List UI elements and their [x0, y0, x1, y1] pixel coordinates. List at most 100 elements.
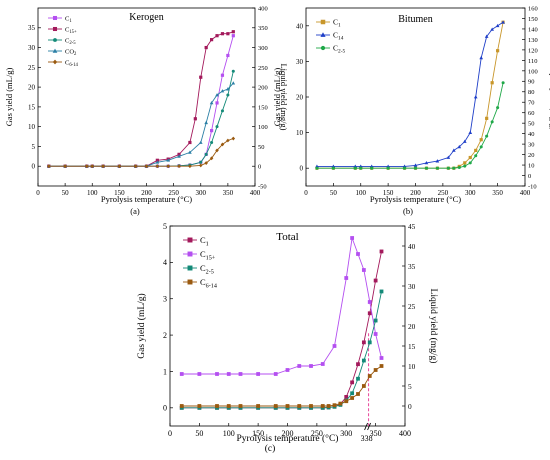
data-point — [379, 249, 384, 254]
data-point — [197, 372, 202, 376]
legend-label: C1 — [200, 235, 209, 247]
series-C2-5 — [179, 289, 384, 410]
data-point — [356, 362, 360, 367]
data-point — [496, 106, 500, 110]
y2-tick-label: 90 — [528, 79, 534, 86]
legend-marker — [320, 45, 326, 51]
y2-tick-label: 35 — [408, 262, 416, 271]
y2-tick-label: 140 — [528, 26, 538, 33]
data-point — [468, 155, 472, 160]
data-point — [63, 164, 67, 169]
data-point — [320, 362, 325, 366]
y2-tick-label: 130 — [528, 37, 538, 44]
data-point — [358, 164, 363, 168]
data-point — [490, 27, 494, 31]
y2-tick-label: 100 — [258, 124, 268, 131]
y2-tick-label: 300 — [258, 45, 268, 52]
legend-marker — [52, 15, 58, 21]
data-point — [215, 34, 219, 38]
y2-tick-label: 60 — [528, 110, 534, 117]
data-point — [155, 164, 160, 169]
data-point — [350, 236, 355, 240]
y-tick-label: 1 — [163, 367, 167, 376]
y2-tick-label: 150 — [528, 16, 538, 23]
series-C6-14 — [179, 364, 384, 408]
data-point — [220, 73, 225, 77]
series-C15+ — [47, 30, 235, 168]
legend-label: C2-5 — [333, 44, 346, 55]
data-point — [424, 160, 429, 165]
data-point — [238, 372, 243, 376]
data-point — [379, 289, 384, 294]
y-tick-label: 20 — [296, 93, 304, 101]
data-point — [238, 404, 243, 408]
data-point — [215, 148, 219, 153]
data-point — [490, 120, 494, 124]
y2-tick-label: 5 — [408, 382, 412, 391]
y2-tick-label: -50 — [258, 183, 267, 190]
chart-panel-total: 0 50 100 150 200 250 300 350 4000123450510152025… — [136, 222, 439, 454]
data-point — [350, 391, 355, 396]
data-point — [379, 364, 384, 368]
data-point — [501, 81, 505, 85]
legend-marker — [187, 237, 193, 243]
data-point — [215, 404, 219, 408]
data-point — [463, 161, 467, 165]
y-tick-label: 30 — [28, 44, 36, 52]
x-tick-label: 400 — [399, 429, 411, 438]
y-tick-label: 10 — [28, 123, 36, 131]
data-point — [198, 140, 203, 144]
legend-marker — [187, 265, 193, 271]
x-tick-label: 100 — [87, 189, 98, 197]
data-point — [309, 404, 313, 408]
x-tick-label: 250 — [311, 429, 323, 438]
data-point — [435, 159, 440, 163]
data-point — [231, 30, 235, 34]
series-C2-5 — [47, 69, 235, 168]
y2-tick-label: 120 — [528, 47, 538, 54]
data-point — [338, 401, 343, 406]
data-point — [220, 89, 225, 93]
data-point — [177, 164, 181, 169]
y-axis-title: Gas yield (mL/g) — [4, 68, 14, 127]
data-point — [204, 161, 208, 165]
data-point — [331, 166, 335, 170]
data-point — [220, 32, 225, 36]
panel-caption: (b) — [403, 206, 413, 216]
panel-caption: (c) — [265, 443, 276, 454]
data-point — [332, 344, 337, 348]
x-tick-label: 50 — [330, 189, 338, 197]
data-point — [177, 152, 181, 156]
y2-tick-label: 30 — [408, 282, 416, 291]
data-point — [273, 404, 278, 408]
legend-marker — [187, 279, 193, 285]
data-point — [435, 166, 439, 170]
x-tick-label: 400 — [250, 189, 261, 197]
data-point — [367, 300, 372, 304]
data-point — [144, 164, 149, 169]
data-point — [479, 138, 483, 142]
series-line — [316, 22, 504, 169]
data-point — [344, 276, 349, 280]
y2-tick-label: 50 — [258, 144, 264, 151]
data-point — [220, 109, 224, 113]
data-point — [344, 399, 349, 404]
data-point — [367, 311, 372, 316]
data-point — [204, 152, 208, 156]
data-point — [215, 372, 219, 376]
y2-tick-label: 40 — [528, 131, 534, 138]
data-point — [473, 95, 478, 99]
data-point — [361, 340, 366, 345]
legend-marker — [52, 26, 58, 32]
x-tick-label: 250 — [168, 189, 179, 197]
data-point — [490, 81, 494, 85]
data-point — [273, 372, 278, 376]
data-point — [373, 318, 378, 323]
legend-marker — [320, 19, 326, 25]
y2-tick-label: 45 — [408, 222, 416, 231]
x-tick-label: 150 — [114, 189, 125, 197]
y2-tick-label: 25 — [408, 302, 416, 311]
y-tick-label: 4 — [163, 258, 167, 267]
data-point — [446, 166, 450, 170]
data-point — [256, 404, 261, 408]
